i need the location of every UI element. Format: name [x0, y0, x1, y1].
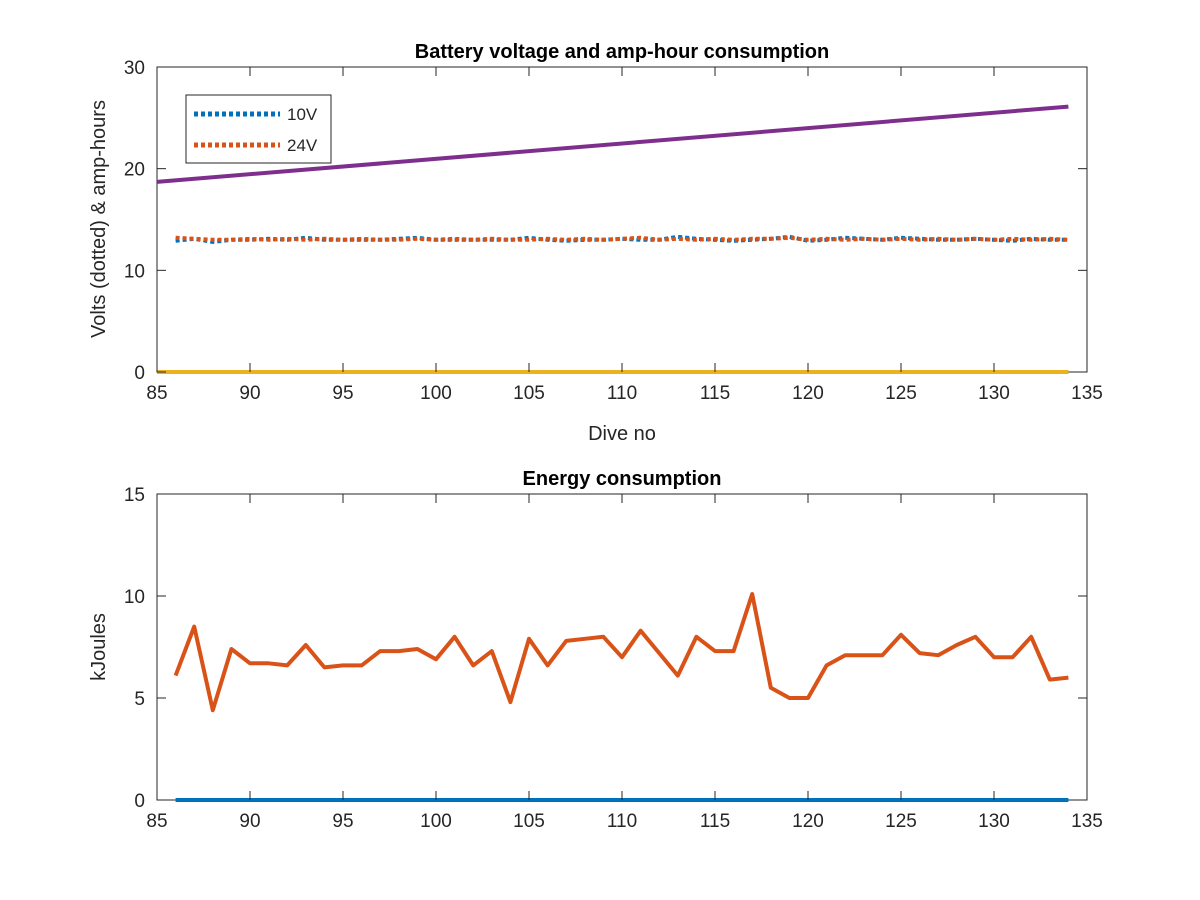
- energy-x-tick-label: 125: [885, 811, 917, 832]
- energy-y-axis-label: kJoules: [88, 613, 110, 681]
- voltage-x-tick-label: 90: [239, 383, 260, 404]
- legend-label-10v: 10V: [287, 105, 318, 124]
- voltage-y-axis-label: Volts (dotted) & amp-hours: [88, 100, 110, 338]
- voltage-x-tick-label: 85: [146, 383, 167, 404]
- voltage-y-tick-label: 20: [124, 160, 145, 181]
- energy-x-tick-label: 135: [1071, 811, 1103, 832]
- voltage-series-layer: [156, 104, 1069, 374]
- voltage-series-series-2: [156, 104, 1069, 184]
- energy-chart-title: Energy consumption: [523, 468, 722, 490]
- energy-x-tick-label: 100: [420, 811, 452, 832]
- energy-y-tick-label: 5: [134, 689, 145, 710]
- voltage-x-tick-label: 95: [332, 383, 353, 404]
- voltage-x-tick-label: 130: [978, 383, 1010, 404]
- energy-x-tick-label: 105: [513, 811, 545, 832]
- energy-x-tick-label: 110: [607, 811, 637, 832]
- voltage-chart: 85 90 95 100 105 110 115 120 125 130 135 0 10 20 30 Ba…: [88, 41, 1103, 445]
- legend-label-24v: 24V: [287, 136, 318, 155]
- energy-x-tick-label: 95: [332, 811, 353, 832]
- voltage-y-tick-label: 0: [134, 363, 145, 384]
- voltage-ticks-layer: 85 90 95 100 105 110 115 120 125 130 135 0 10 20 30: [124, 58, 1103, 404]
- voltage-x-tick-label: 115: [700, 383, 730, 404]
- voltage-legend: 10V 24V: [185, 94, 332, 164]
- energy-y-tick-label: 15: [124, 485, 145, 506]
- energy-x-tick-label: 120: [792, 811, 824, 832]
- energy-plot-area: [156, 493, 1088, 801]
- voltage-x-tick-label: 110: [607, 383, 637, 404]
- energy-x-tick-label: 115: [700, 811, 730, 832]
- voltage-x-tick-label: 125: [885, 383, 917, 404]
- energy-y-tick-label: 0: [134, 791, 145, 812]
- legend-box: [185, 94, 332, 164]
- energy-x-tick-label: 85: [146, 811, 167, 832]
- voltage-x-tick-label: 135: [1071, 383, 1103, 404]
- voltage-y-tick-label: 10: [124, 261, 145, 282]
- energy-ticks-layer: 85 90 95 100 105 110 115 120 125 130 135 0 5 10 15: [124, 485, 1103, 832]
- energy-series-series-0: [173, 592, 1069, 713]
- energy-y-tick-label: 10: [124, 587, 145, 608]
- voltage-x-tick-label: 120: [792, 383, 824, 404]
- voltage-chart-title: Battery voltage and amp-hour consumption: [415, 41, 829, 63]
- voltage-x-tick-label: 105: [513, 383, 545, 404]
- voltage-y-tick-label: 30: [124, 58, 145, 79]
- voltage-series-24v: [175, 235, 1069, 242]
- energy-x-tick-label: 90: [239, 811, 260, 832]
- voltage-x-axis-label: Dive no: [588, 423, 656, 445]
- energy-x-tick-label: 130: [978, 811, 1010, 832]
- energy-chart: 85 90 95 100 105 110 115 120 125 130 135 0 5 10 15 Ene…: [88, 468, 1103, 832]
- voltage-x-tick-label: 100: [420, 383, 452, 404]
